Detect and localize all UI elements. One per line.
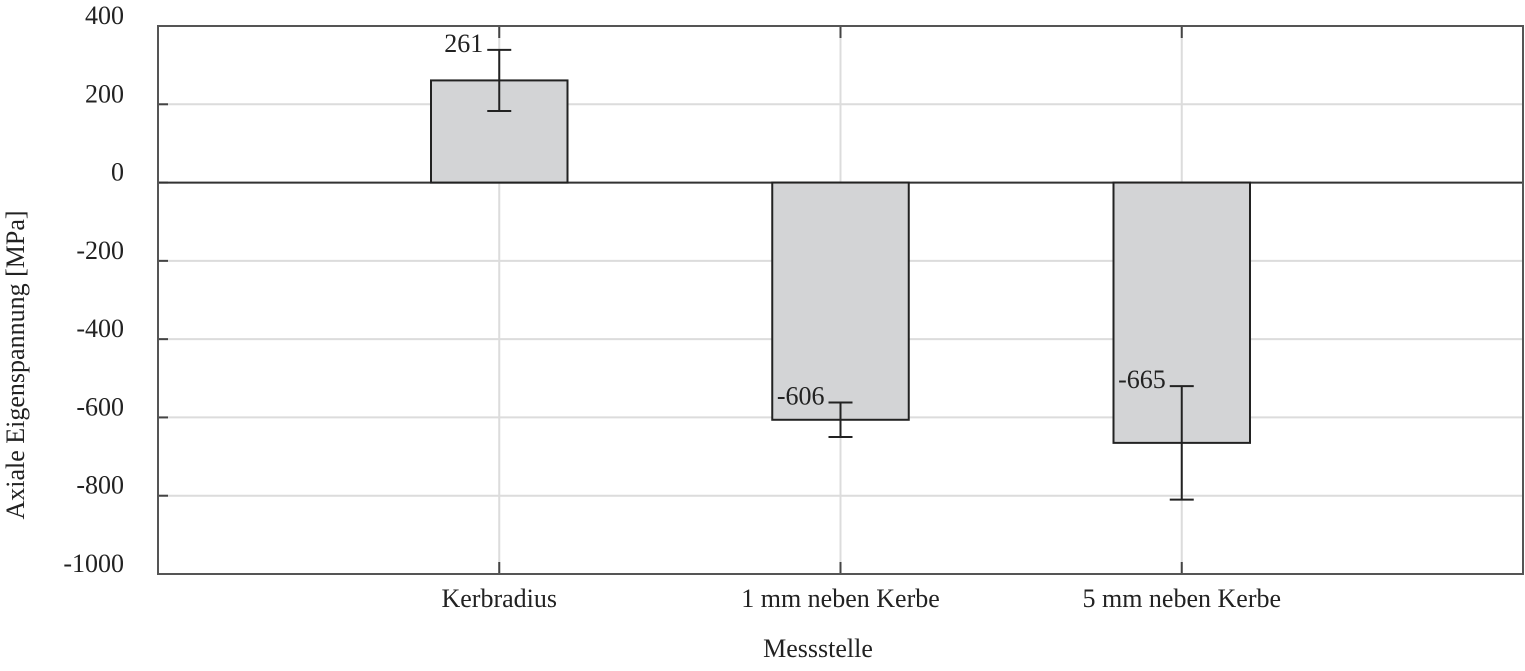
y-tick-label: 400 (85, 1, 124, 30)
bar (771, 181, 910, 421)
data-label: -665 (1118, 365, 1166, 394)
data-label: 261 (444, 29, 483, 58)
x-axis-label: Messstelle (763, 634, 873, 663)
y-tick-label: -400 (76, 314, 124, 343)
y-axis-label: Axiale Eigenspannung [MPa] (1, 210, 30, 519)
y-tick-label: -600 (76, 392, 124, 421)
x-tick-label: 5 mm neben Kerbe (1082, 584, 1281, 613)
y-tick-label: 0 (111, 158, 124, 187)
y-tick-label: -200 (76, 236, 124, 265)
y-tick-label: -1000 (63, 549, 124, 578)
y-tick-label: 200 (85, 79, 124, 108)
data-label: -606 (777, 382, 825, 411)
x-tick-label: Kerbradius (441, 584, 557, 613)
y-tick-label: -800 (76, 471, 124, 500)
x-tick-label: 1 mm neben Kerbe (741, 584, 940, 613)
plot-frame (157, 25, 1524, 575)
